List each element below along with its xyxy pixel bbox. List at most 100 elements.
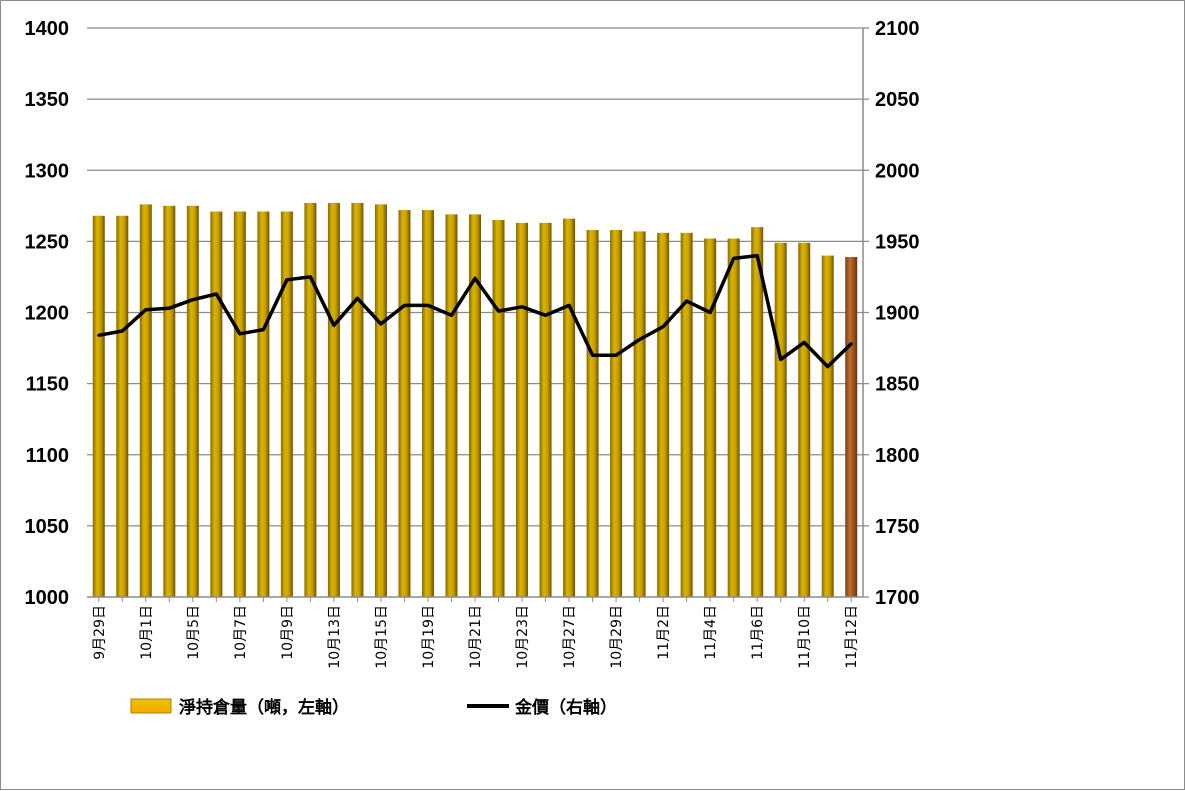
x-tick-label: 10月1日 xyxy=(139,605,155,660)
bar xyxy=(233,211,246,597)
price-point xyxy=(144,308,148,312)
price-point xyxy=(544,313,548,317)
bar xyxy=(704,238,717,597)
bar xyxy=(116,215,129,597)
legend-label-line: 金價（右軸） xyxy=(514,697,617,718)
bar xyxy=(539,222,552,597)
price-point xyxy=(191,298,195,302)
price-point xyxy=(214,292,218,296)
bar xyxy=(92,215,105,597)
price-point xyxy=(308,275,312,279)
price-point xyxy=(332,323,336,327)
bar xyxy=(798,242,811,598)
x-tick-label: 10月15日 xyxy=(374,605,390,669)
bar xyxy=(610,229,623,597)
bar xyxy=(421,210,434,597)
price-point xyxy=(238,332,242,336)
price-point xyxy=(167,306,171,310)
axis-layer: 1000 1050 1100 1150 1200 1250 1300 1350 1400 1700… xyxy=(25,18,920,669)
legend-swatch-bar xyxy=(130,698,172,714)
left-tick-label: 1200 xyxy=(25,303,70,325)
bar xyxy=(586,229,599,597)
bar-layer xyxy=(92,202,858,598)
x-tick-label: 11月10日 xyxy=(797,605,813,669)
price-point xyxy=(402,303,406,307)
bar xyxy=(257,211,270,597)
left-tick-label: 1150 xyxy=(26,374,69,396)
bar xyxy=(398,210,411,597)
price-point xyxy=(520,305,524,309)
x-tick-label: 11月6日 xyxy=(750,605,766,660)
left-tick-label: 1050 xyxy=(25,516,70,538)
right-tick-label: 1950 xyxy=(875,231,920,253)
price-point xyxy=(802,340,806,344)
right-tick-label: 1750 xyxy=(875,516,920,538)
x-tick-label: 10月23日 xyxy=(515,605,531,669)
bar xyxy=(563,218,576,598)
right-tick-label: 1850 xyxy=(875,374,920,396)
price-point xyxy=(261,328,265,332)
price-point xyxy=(97,333,101,337)
bar xyxy=(304,202,317,597)
price-point xyxy=(591,353,595,357)
left-tick-label: 1350 xyxy=(25,89,70,111)
bar xyxy=(374,204,387,597)
price-point xyxy=(708,311,712,314)
x-tick-label: 11月2日 xyxy=(656,605,672,660)
x-tick-label: 11月12日 xyxy=(844,605,860,669)
bar xyxy=(633,231,646,598)
right-tick-label: 2050 xyxy=(875,89,920,111)
bar xyxy=(657,232,670,597)
price-point xyxy=(614,353,618,357)
x-tick-label: 9月29日 xyxy=(92,605,108,660)
bar xyxy=(680,232,693,597)
bar xyxy=(751,227,764,597)
x-tick-label: 10月19日 xyxy=(421,605,437,669)
bar xyxy=(845,257,858,597)
x-tick-label: 10月7日 xyxy=(233,605,249,660)
left-tick-label: 1000 xyxy=(25,587,70,609)
x-tick-label: 10月5日 xyxy=(186,605,202,660)
right-tick-label: 1900 xyxy=(875,303,920,325)
x-tick-label: 10月21日 xyxy=(468,605,484,669)
price-point xyxy=(755,254,759,258)
right-tick-label: 2000 xyxy=(875,160,920,182)
bar xyxy=(469,214,481,597)
bar xyxy=(492,220,505,597)
bar xyxy=(186,205,199,597)
x-tick-label: 10月9日 xyxy=(280,605,296,660)
price-point xyxy=(826,365,830,369)
left-tick-label: 1100 xyxy=(26,445,69,467)
bar xyxy=(163,205,176,597)
price-point xyxy=(779,357,783,361)
bar xyxy=(210,211,223,597)
price-point xyxy=(638,338,642,342)
price-point xyxy=(567,303,571,307)
bar xyxy=(280,211,293,597)
bar xyxy=(445,214,458,597)
bar xyxy=(516,222,529,597)
x-tick-label: 10月29日 xyxy=(609,605,625,669)
price-point xyxy=(449,313,453,317)
left-tick-label: 1250 xyxy=(25,231,70,253)
left-tick-label: 1400 xyxy=(25,18,70,40)
bar xyxy=(774,242,787,598)
bar xyxy=(327,202,340,597)
bar xyxy=(139,204,152,597)
legend-label-bar: 淨持倉量（噸，左軸） xyxy=(179,697,349,718)
legend: 淨持倉量（噸，左軸） 金價（右軸） xyxy=(130,697,617,718)
price-point xyxy=(497,309,501,313)
price-point xyxy=(426,303,430,307)
right-tick-label: 1700 xyxy=(875,587,920,609)
x-tick-label: 10月27日 xyxy=(562,605,578,669)
price-point xyxy=(732,256,736,260)
price-point xyxy=(661,325,665,329)
right-tick-label: 1800 xyxy=(875,445,920,467)
x-tick-label: 10月13日 xyxy=(327,605,343,669)
bar xyxy=(351,202,364,597)
price-point xyxy=(355,296,359,300)
line-layer xyxy=(97,253,853,369)
price-point xyxy=(849,342,853,346)
